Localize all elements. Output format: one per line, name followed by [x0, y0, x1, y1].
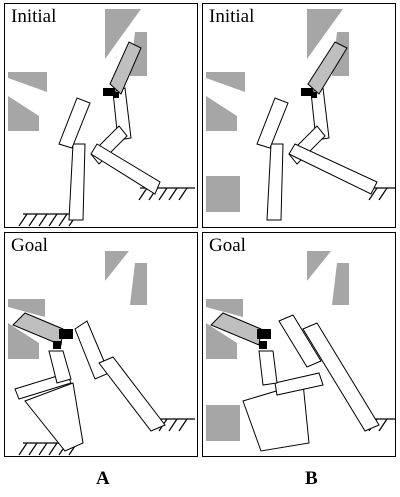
- obstacle-left-lower: [8, 96, 39, 131]
- joint-hip: [257, 329, 271, 339]
- robot-links: [12, 312, 166, 452]
- panel-label: Initial: [209, 6, 255, 27]
- robot-links: [58, 41, 161, 221]
- joint-neck: [311, 92, 317, 98]
- joint-neck: [113, 92, 119, 98]
- panel-a-initial: Initial: [4, 3, 198, 228]
- joint-hip: [103, 88, 115, 96]
- panel-b-initial: Initial: [202, 3, 396, 228]
- obstacle-bottom-square: [206, 176, 240, 212]
- obstacle-left-upper: [8, 72, 47, 92]
- ground: [368, 187, 395, 201]
- panel-a-goal: Goal: [4, 232, 198, 457]
- joint-hip: [59, 329, 73, 339]
- robot-scene-b-goal: [206, 251, 395, 452]
- robot-links: [256, 41, 378, 221]
- obstacles: [206, 251, 349, 441]
- robot-scene-a-initial: [8, 9, 195, 227]
- panel-b-goal: Goal: [202, 232, 396, 457]
- joint-hip: [301, 88, 313, 96]
- joint-neck: [53, 341, 61, 349]
- panel-label: Goal: [209, 235, 246, 256]
- obstacle-top-triangle: [105, 9, 141, 59]
- joint-neck: [259, 341, 267, 349]
- obstacles: [8, 251, 147, 359]
- column-label-a: A: [96, 468, 110, 489]
- robot-scene-b-initial: [206, 9, 395, 221]
- panel-label: Initial: [11, 6, 57, 27]
- robot-scene-a-goal: [8, 251, 195, 456]
- robot-links: [210, 312, 380, 452]
- ground: [18, 187, 195, 227]
- obstacles: [8, 9, 147, 131]
- panel-label: Goal: [11, 235, 48, 256]
- column-label-b: B: [305, 468, 318, 489]
